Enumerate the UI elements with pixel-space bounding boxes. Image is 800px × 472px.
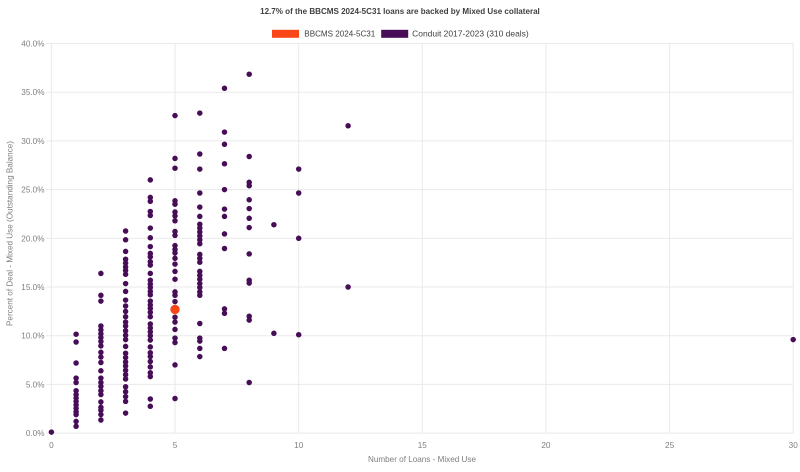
svg-text:Percent of Deal - Mixed Use (O: Percent of Deal - Mixed Use (Outstanding… <box>6 141 15 326</box>
svg-text:12.7% of the BBCMS 2024-5C31 l: 12.7% of the BBCMS 2024-5C31 loans are b… <box>260 7 540 16</box>
svg-text:10: 10 <box>294 441 304 450</box>
svg-text:20.0%: 20.0% <box>21 234 44 243</box>
svg-text:15.0%: 15.0% <box>21 283 44 292</box>
svg-text:Conduit 2017-2023 (310 deals): Conduit 2017-2023 (310 deals) <box>412 30 529 39</box>
svg-text:40.0%: 40.0% <box>21 40 44 49</box>
svg-text:20: 20 <box>541 441 551 450</box>
svg-text:0.0%: 0.0% <box>26 429 45 438</box>
svg-text:5.0%: 5.0% <box>26 380 45 389</box>
svg-text:15: 15 <box>418 441 428 450</box>
svg-text:25: 25 <box>665 441 675 450</box>
svg-text:BBCMS 2024-5C31: BBCMS 2024-5C31 <box>304 30 375 39</box>
svg-text:Number of Loans - Mixed Use: Number of Loans - Mixed Use <box>368 455 476 464</box>
svg-text:30.0%: 30.0% <box>21 137 44 146</box>
svg-text:30: 30 <box>789 441 799 450</box>
svg-text:35.0%: 35.0% <box>21 88 44 97</box>
svg-text:25.0%: 25.0% <box>21 186 44 195</box>
svg-text:5: 5 <box>173 441 178 450</box>
svg-text:0: 0 <box>49 441 54 450</box>
svg-text:10.0%: 10.0% <box>21 332 44 341</box>
